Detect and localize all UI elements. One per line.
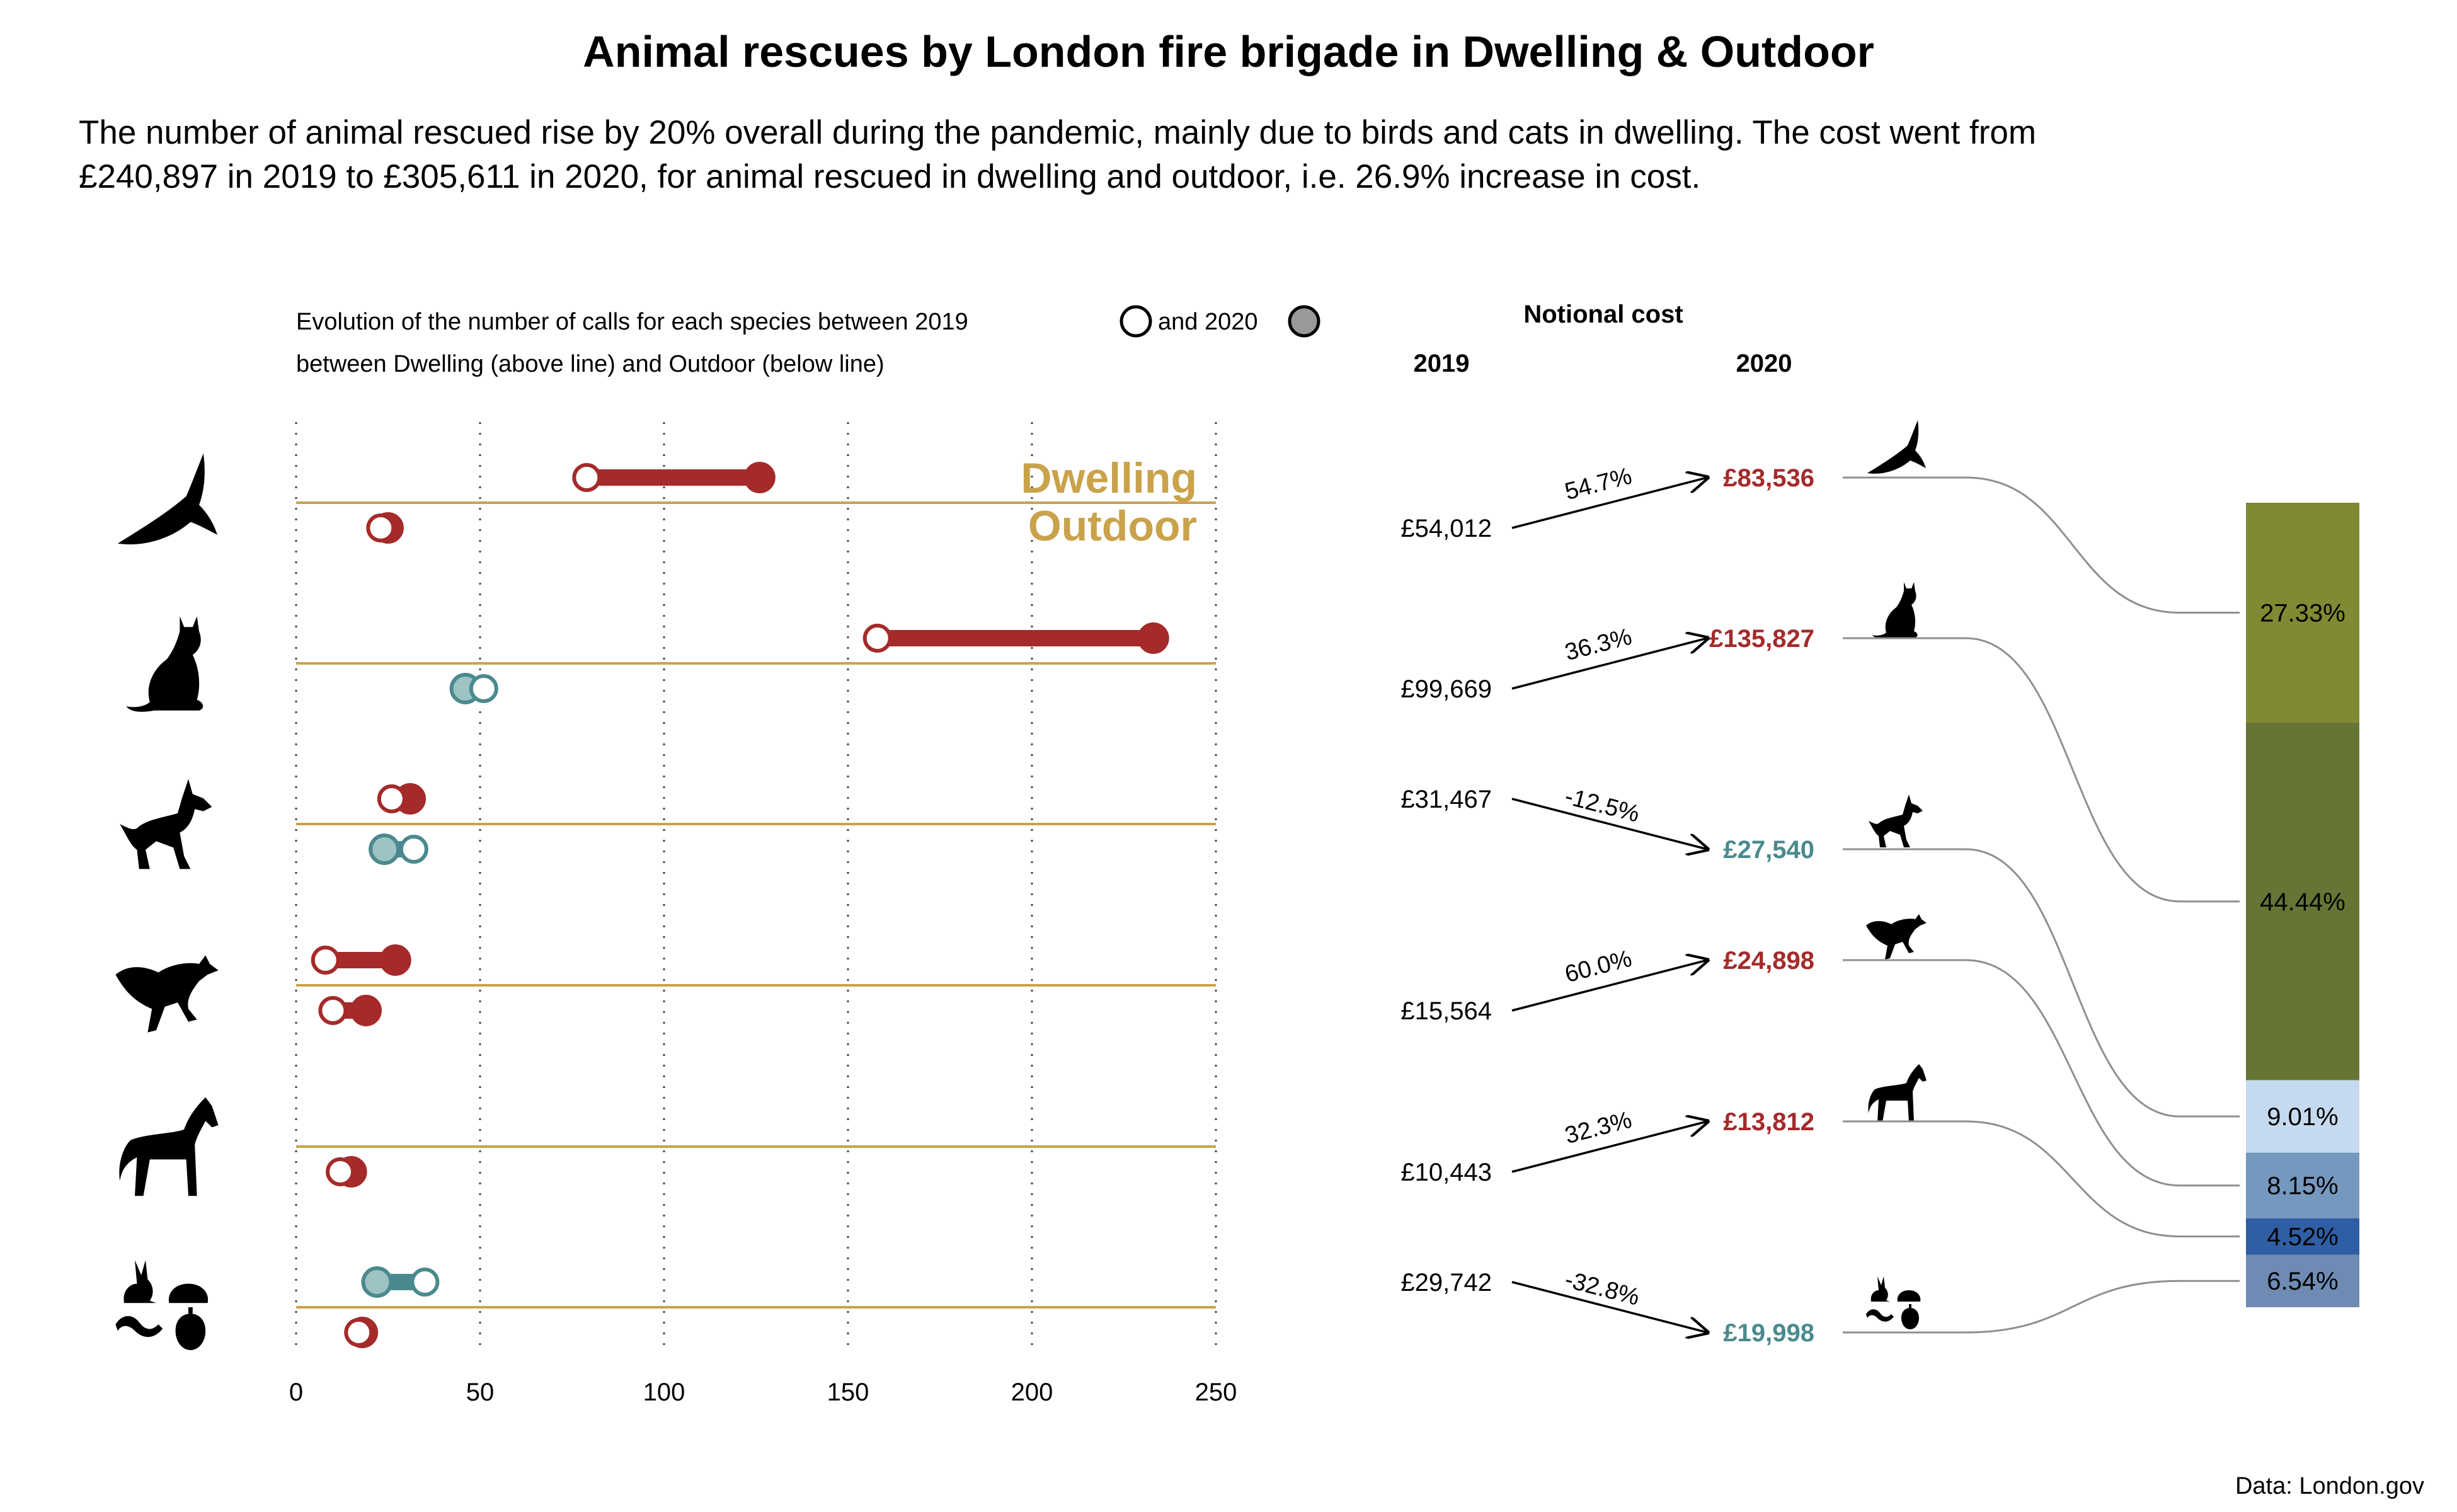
cost-2019-value: £15,564 [1400,997,1492,1025]
cost-share-label: 44.44% [2260,888,2345,916]
cost-share-label: 9.01% [2267,1103,2338,1131]
fox-icon [1866,914,1927,959]
cost-share-connector [1843,637,2240,903]
chart-title: Animal rescues by London fire brigade in… [583,27,1874,76]
x-tick-label: 0 [289,1378,303,1406]
region-label-dwelling: Dwelling [1021,454,1197,502]
x-tick-label: 200 [1011,1378,1053,1406]
horse-icon [119,1097,219,1196]
cost-share-label: 4.52% [2267,1223,2338,1251]
cost-2019-value: £29,742 [1400,1269,1492,1297]
dwelling-2020-point [379,944,411,976]
cost-2020-value: £24,898 [1723,947,1814,975]
cost-2020-value: £135,827 [1709,625,1814,653]
x-tick-label: 100 [643,1378,685,1406]
dwelling-2019-point [572,463,602,492]
outdoor-2019-point [326,1157,355,1186]
outdoor-2020-point [350,995,382,1026]
cost-2020-value: £83,536 [1723,464,1814,492]
subtitle-line-2: £240,897 in 2019 to £305,611 in 2020, fo… [79,158,1701,195]
cost-share-connector [1843,848,2240,1118]
region-label-outdoor: Outdoor [1028,502,1197,550]
dog-icon [1869,794,1923,847]
x-tick-label: 50 [466,1378,495,1406]
cost-2019-value: £54,012 [1400,515,1492,542]
cost-change-arrow [1511,960,1707,1012]
legend-and-label: and 2020 [1158,309,1258,335]
bird-icon [117,453,217,545]
legend-2020-marker [1288,305,1320,338]
cost-share-connector [1843,476,2240,614]
legend-line-2: between Dwelling (above line) and Outdoo… [296,351,885,377]
legend-2019-marker [1120,305,1152,338]
cost-share-segment [2246,503,2359,723]
data-credit: Data: London.gov [2235,1473,2424,1499]
horse-icon [1868,1064,1927,1122]
outdoor-2019-point [344,1318,374,1347]
cost-share-label: 8.15% [2267,1172,2338,1200]
cost-2019-value: £99,669 [1400,675,1492,703]
outdoor-2020-point [369,833,401,865]
dwelling-2019-point [862,624,892,653]
cost-2020-value: £27,540 [1723,836,1814,864]
dwelling-2020-point [743,462,776,493]
dwelling-2019-point [410,1268,440,1297]
cost-2020-value: £19,998 [1723,1319,1814,1347]
cost-2019-value: £10,443 [1400,1159,1492,1186]
cost-change-arrow [1511,798,1707,849]
dog-icon [120,779,212,869]
cost-share-label: 27.33% [2260,600,2345,627]
cost-share-connector [1843,959,2240,1187]
column-2020-label: 2020 [1736,350,1792,377]
column-2019-label: 2019 [1414,350,1470,377]
dumbbell-panel: Evolution of the number of calls for eac… [115,305,1320,1406]
cost-share-segment [2246,1254,2359,1307]
cost-2019-value: £31,467 [1400,786,1492,813]
x-tick-label: 250 [1195,1378,1237,1406]
cost-share-panel: 27.33% 44.44% 9.01% 8.15% 4.52% 6.54% [1843,476,2359,1334]
cost-share-segment [2246,1152,2359,1218]
dwelling-2020-point [361,1266,393,1298]
cost-share-segment [2246,1080,2359,1153]
other-animals-icon [1866,1276,1921,1329]
outdoor-2019-point [469,674,498,703]
cat-icon [1872,582,1918,639]
notional-cost-title: Notional cost [1523,301,1683,328]
outdoor-2019-point [366,513,396,542]
outdoor-2019-point [399,835,428,864]
cost-2020-value: £13,812 [1723,1108,1814,1136]
legend-line-1: Evolution of the number of calls for eac… [296,309,968,335]
cost-share-segment [2246,1218,2359,1255]
other-animals-icon [115,1260,209,1350]
cat-icon [126,616,203,712]
x-tick-label: 150 [827,1378,869,1406]
dwelling-2020-point [1137,622,1169,654]
cost-change-arrow [1511,1121,1707,1173]
dwelling-2019-point [311,946,340,975]
cost-change-arrow [1511,638,1707,690]
cost-change-arrow [1511,1281,1707,1332]
cost-share-connector [1843,1280,2240,1334]
dwelling-2019-point [377,784,406,813]
cost-change-arrow [1511,478,1707,529]
fox-icon [115,955,219,1033]
cost-share-connector [1843,1120,2240,1238]
subtitle-line-1: The number of animal rescued rise by 20%… [79,114,2036,151]
cost-share-segment [2246,723,2359,1080]
outdoor-2019-point [318,996,348,1025]
cost-share-label: 6.54% [2267,1268,2338,1295]
bird-icon [1867,420,1926,474]
